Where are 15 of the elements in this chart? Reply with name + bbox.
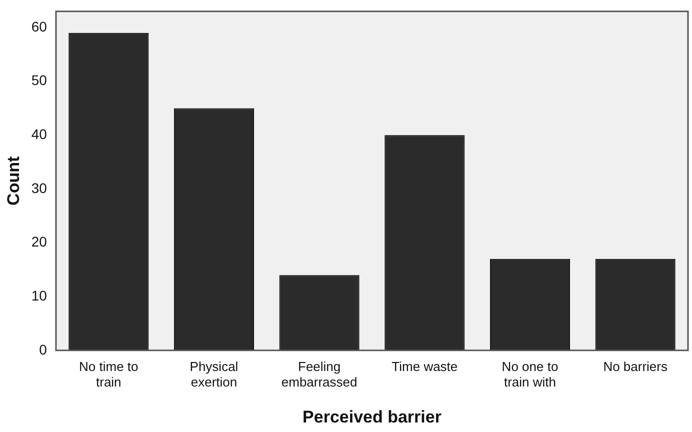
x-tick-label: No barriers: [603, 358, 668, 374]
y-tick-label: 50: [31, 72, 48, 88]
x-tick-label: Feeling embarrassed: [281, 358, 358, 390]
y-axis-title: Count: [4, 156, 23, 206]
y-tick-label: 40: [31, 126, 48, 142]
y-tick-label: 60: [31, 18, 48, 34]
y-tick-label: 0: [39, 341, 48, 358]
x-tick-label: No time to train: [79, 358, 138, 390]
y-tick-label: 10: [31, 287, 48, 304]
x-tick-label: Physical exertion: [190, 358, 238, 390]
y-tick-label: 20: [31, 234, 48, 250]
x-tick-label: Time waste: [392, 358, 458, 374]
y-tick-label: 30: [31, 180, 48, 196]
x-tick-label: No one to train with: [502, 358, 558, 390]
x-axis-title: Perceived barrier: [302, 407, 442, 426]
